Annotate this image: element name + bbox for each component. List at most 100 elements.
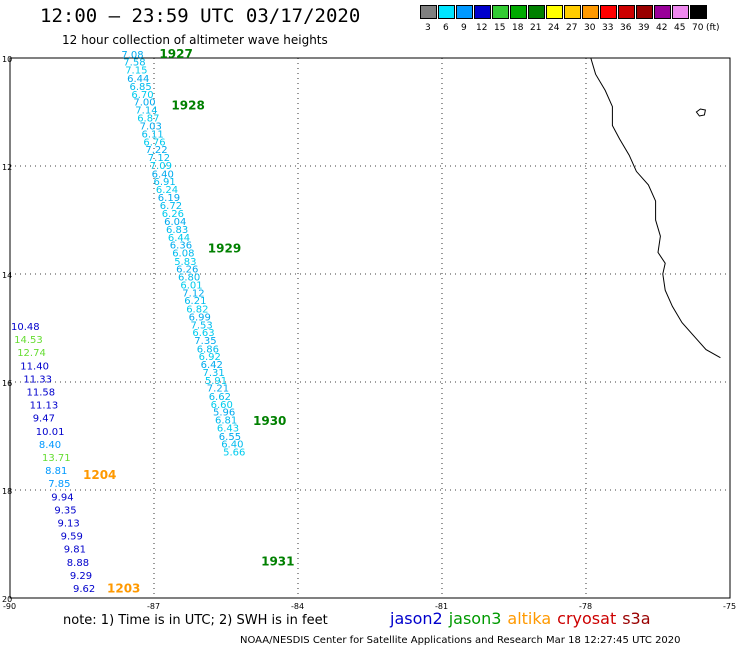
orbit-number-label: 1927 [159, 47, 192, 61]
lon-tick-label: -78 [579, 602, 592, 611]
track-value-label: 7.31 [203, 368, 225, 379]
track-value-label: 6.44 [127, 74, 149, 85]
legend-label: 18 [512, 23, 524, 33]
left-track-value-label: 13.71 [42, 453, 71, 464]
legend-label: 6 [443, 23, 449, 33]
left-track-value-label: 9.29 [70, 571, 92, 582]
legend-label: 42 [656, 23, 668, 33]
legend-swatch [492, 5, 509, 19]
legend-swatch [456, 5, 473, 19]
legend-label: 33 [602, 23, 614, 33]
left-track-value-label: 11.40 [20, 361, 49, 372]
satellite-jason3: jason3 [448, 609, 502, 628]
legend-swatch [474, 5, 491, 19]
legend-swatch [510, 5, 527, 19]
satellite-jason2: jason2 [390, 609, 443, 628]
left-track-value-label: 8.88 [67, 558, 89, 569]
track-value-label: 6.85 [130, 82, 152, 93]
page-subtitle: 12 hour collection of altimeter wave hei… [62, 33, 328, 47]
track-value-label: 6.76 [143, 138, 165, 149]
legend-swatch [654, 5, 671, 19]
legend-label: 45 [674, 23, 686, 33]
left-track-value-label: 10.48 [11, 322, 40, 333]
legend-swatch [636, 5, 653, 19]
legend-label: 27 [566, 23, 578, 33]
lon-tick-label: -90 [3, 602, 16, 611]
track-value-label: 6.72 [160, 201, 182, 212]
track-value-label: 5.83 [174, 257, 196, 268]
legend-label: 15 [494, 23, 506, 33]
left-track-value-label: 11.58 [27, 388, 56, 399]
track-value-label: 6.91 [154, 177, 176, 188]
left-track-value-label: 14.53 [14, 335, 43, 346]
lon-tick-label: -75 [723, 602, 736, 611]
track-value-label: 6.62 [209, 392, 231, 403]
track-value-label: 6.24 [156, 185, 178, 196]
lat-tick-label: 18 [2, 487, 12, 496]
left-track-value-label: 8.40 [39, 440, 61, 451]
orbit-number-label: 1204 [83, 468, 116, 482]
left-track-value-label: 9.47 [33, 414, 55, 425]
track-value-label: 7.12 [182, 289, 204, 300]
track-value-label: 7.15 [125, 66, 147, 77]
legend-label: 24 [548, 23, 560, 33]
left-track-value-label: 11.13 [30, 401, 59, 412]
track-value-label: 6.82 [186, 304, 208, 315]
lat-tick-label: 16 [2, 379, 12, 388]
legend-swatch [420, 5, 437, 19]
orbit-number-label: 1928 [171, 98, 204, 112]
left-track-value-label: 9.59 [61, 532, 83, 543]
track-value-label: 6.36 [170, 241, 192, 252]
legend-label: 70 [692, 23, 704, 33]
left-track-value-label: 9.81 [64, 545, 86, 556]
footnote: note: 1) Time is in UTC; 2) SWH is in fe… [63, 613, 328, 628]
track-value-label: 6.04 [164, 217, 186, 228]
legend-label: 21 [530, 23, 542, 33]
credit-line: NOAA/NESDIS Center for Satellite Applica… [240, 635, 681, 646]
lon-tick-label: -84 [291, 602, 304, 611]
track-value-label: 6.26 [176, 264, 198, 275]
left-track-value-label: 7.85 [48, 479, 70, 490]
track-value-label: 7.14 [135, 106, 157, 117]
track-value-label: 6.80 [178, 273, 200, 284]
lat-tick-label: 20 [2, 595, 12, 604]
map-frame [9, 57, 731, 599]
satellite-altika: altika [507, 609, 552, 628]
lon-tick-label: -87 [147, 602, 160, 611]
legend-swatch [600, 5, 617, 19]
satellite-key: jason2 jason3 altika cryosat s3a [390, 609, 657, 628]
track-value-label: 6.43 [217, 424, 239, 435]
track-value-label: 6.44 [168, 233, 190, 244]
left-track-value-label: 10.01 [36, 427, 65, 438]
lat-tick-label: 14 [2, 271, 12, 280]
track-value-label: 7.58 [123, 58, 145, 69]
track-value-label: 7.21 [207, 384, 229, 395]
track-value-label: 6.40 [152, 169, 174, 180]
track-value-label: 6.92 [199, 352, 221, 363]
track-value-label: 6.26 [162, 209, 184, 220]
coastline [590, 57, 721, 359]
track-value-label: 6.86 [197, 344, 219, 355]
legend-label: 3 [425, 23, 431, 33]
track-value-label: 5.91 [205, 376, 227, 387]
track-value-label: 6.55 [219, 432, 241, 443]
orbit-number-label: 1930 [253, 414, 286, 428]
legend-label: 36 [620, 23, 632, 33]
lat-tick-label: 12 [2, 163, 12, 172]
track-value-label: 6.60 [211, 400, 233, 411]
legend-swatch [546, 5, 563, 19]
orbit-number-label: 1203 [107, 582, 140, 596]
track-value-label: 7.53 [191, 321, 213, 332]
track-value-label: 7.08 [121, 50, 143, 61]
track-value-label: 6.70 [131, 90, 153, 101]
track-value-label: 6.21 [184, 296, 206, 307]
track-value-label: 6.19 [158, 193, 180, 204]
track-value-label: 6.63 [192, 328, 214, 339]
left-track-value-label: 9.35 [54, 505, 76, 516]
left-track-value-label: 9.13 [58, 519, 80, 530]
left-track-value-label: 9.62 [73, 584, 95, 595]
satellite-cryosat: cryosat [557, 609, 617, 628]
track-value-label: 7.12 [148, 153, 170, 164]
legend-unit: (ft) [706, 23, 720, 33]
legend-swatch [690, 5, 707, 19]
